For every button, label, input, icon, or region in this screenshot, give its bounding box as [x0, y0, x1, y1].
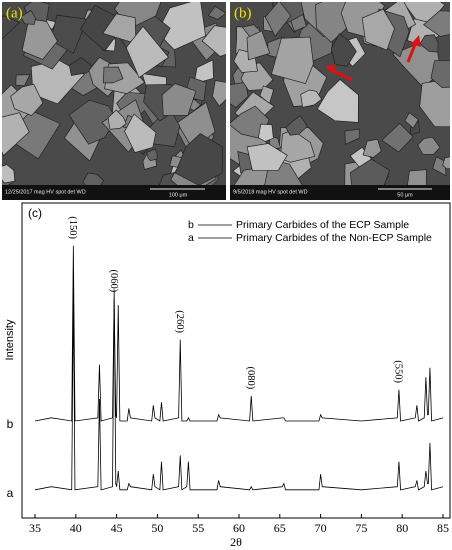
x-tick-label: 80	[396, 521, 408, 535]
xrd-line	[34, 245, 444, 422]
panel-label: (c)	[28, 206, 42, 220]
crystal	[207, 5, 226, 20]
scale-text: 50 μm	[397, 192, 413, 198]
crystal	[124, 113, 157, 154]
crystal	[381, 122, 414, 153]
crystal	[102, 66, 124, 84]
crystal	[279, 129, 316, 163]
crystal	[300, 89, 323, 108]
plot-frame	[21, 202, 451, 519]
x-tick-label: 75	[355, 521, 367, 535]
crystal	[174, 133, 224, 186]
legend-key: b	[188, 219, 194, 231]
x-axis-title: 2θ	[230, 535, 242, 549]
x-tick-label: 50	[151, 521, 163, 535]
crystal	[20, 9, 37, 25]
crystal	[402, 2, 446, 23]
crystal	[442, 156, 450, 170]
crystal	[316, 79, 359, 123]
crystal	[404, 112, 419, 129]
crystal	[2, 15, 21, 40]
panel-label: (a)	[6, 5, 23, 21]
crystal	[344, 128, 361, 145]
series-label: b	[7, 417, 14, 431]
x-tick-label: 70	[315, 521, 327, 535]
crystal	[201, 25, 226, 57]
crystal	[264, 2, 292, 37]
peak-label: (260)	[174, 310, 185, 333]
sem-image-a	[2, 2, 226, 200]
sem-image-b	[230, 2, 450, 200]
crystal	[417, 136, 441, 155]
crystal	[15, 74, 31, 87]
x-tick-label: 55	[192, 521, 204, 535]
xrd-line	[34, 289, 444, 491]
crystal	[156, 2, 206, 51]
crystal	[21, 18, 58, 60]
crystal	[423, 10, 450, 37]
legend-label: Primary Carbides of the Non-ECP Sample	[236, 232, 432, 244]
x-tick-label: 65	[274, 521, 286, 535]
crystal	[361, 8, 395, 51]
x-tick-label: 35	[29, 521, 41, 535]
legend-key: a	[188, 232, 194, 244]
x-tick-label: 40	[70, 521, 82, 535]
crystal	[246, 30, 271, 61]
crystal	[10, 83, 44, 117]
crystal	[212, 80, 226, 107]
peak-label: (080)	[245, 367, 256, 390]
crystal	[362, 138, 382, 158]
arrow	[326, 35, 421, 82]
crystal	[230, 81, 249, 108]
crystal	[107, 109, 127, 130]
crystal	[125, 25, 170, 79]
scale-text: 100 μm	[169, 192, 188, 198]
crystal	[102, 13, 137, 45]
peak-label: (550)	[393, 360, 404, 383]
peak-label: (150)	[67, 216, 78, 239]
crystal	[419, 78, 450, 128]
crystal	[430, 60, 450, 88]
info-text: 12/25/2017 mag HV spot det WD	[5, 189, 86, 195]
crystal	[2, 112, 30, 157]
crystal	[246, 143, 288, 172]
panel-label: (b)	[234, 5, 252, 21]
legend-label: Primary Carbides of the ECP Sample	[236, 219, 409, 231]
crystal	[290, 13, 307, 32]
info-text: 9/5/2018 mag HV spot det WD	[233, 189, 308, 195]
crystal	[330, 33, 357, 67]
x-tick-label: 60	[233, 521, 245, 535]
crystal	[161, 83, 197, 116]
series-label: a	[7, 486, 14, 500]
crystal	[146, 148, 158, 161]
crystal	[271, 36, 314, 85]
x-tick-label: 45	[111, 521, 123, 535]
crystal	[258, 123, 274, 142]
crystal	[2, 164, 16, 184]
x-tick-label: 85	[437, 521, 449, 535]
crystal	[285, 115, 308, 136]
peak-label: (060)	[108, 270, 119, 293]
y-axis-title: Intensity	[4, 319, 16, 360]
